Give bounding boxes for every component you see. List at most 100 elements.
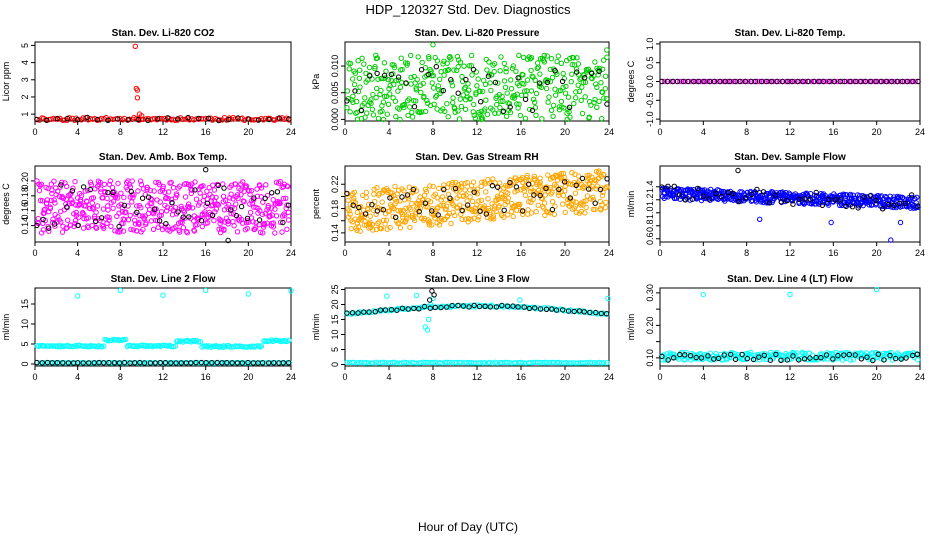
data-point [591, 360, 598, 366]
data-point [883, 78, 890, 85]
data-point [571, 308, 577, 315]
data-point [423, 359, 429, 366]
data-point [820, 78, 827, 85]
data-point [134, 87, 141, 93]
data-point [35, 219, 41, 226]
data-point [344, 105, 350, 111]
data-point [349, 219, 356, 225]
data-point [160, 292, 166, 298]
data-point [823, 352, 830, 358]
data-point [423, 108, 429, 115]
data-point [482, 81, 489, 88]
data-point [440, 87, 446, 94]
data-point [259, 211, 266, 218]
data-point [231, 223, 237, 229]
data-point [98, 186, 104, 192]
data-point [401, 188, 407, 194]
data-point [188, 360, 194, 366]
data-point [136, 219, 142, 226]
data-point [594, 84, 600, 91]
data-point [787, 291, 793, 298]
data-point [556, 359, 562, 366]
data-point [717, 78, 723, 85]
data-point [64, 225, 70, 231]
data-point [823, 78, 829, 85]
data-point [285, 209, 292, 216]
data-point [531, 192, 537, 198]
data-point [271, 360, 277, 366]
data-point [543, 85, 550, 92]
data-point [599, 115, 605, 122]
data-point [192, 179, 198, 185]
data-point [240, 179, 246, 185]
data-point [177, 183, 183, 189]
data-point [469, 198, 476, 205]
data-point [752, 78, 759, 85]
y-tick-label: 1 [20, 112, 30, 117]
data-point [541, 52, 547, 59]
data-point [580, 185, 586, 192]
data-point [524, 175, 530, 181]
x-tick-label: 8 [430, 248, 435, 258]
data-point [588, 102, 594, 108]
data-point [560, 84, 566, 91]
data-point [385, 77, 392, 83]
data-point [145, 194, 152, 200]
data-point [39, 198, 46, 204]
data-point [888, 349, 894, 356]
panel-title: Stan. Dev. Line 4 (LT) Flow [727, 274, 853, 285]
data-point [511, 95, 518, 101]
data-point [535, 202, 541, 208]
data-point [532, 305, 538, 311]
data-point [887, 193, 893, 200]
data-point [52, 200, 58, 206]
data-point [230, 211, 237, 217]
y-axis-label: Licor ppm [1, 62, 11, 102]
data-point [232, 181, 239, 187]
data-point [897, 219, 904, 226]
data-point [551, 359, 557, 366]
data-point [585, 66, 592, 73]
data-point [482, 303, 488, 309]
data-point [537, 179, 543, 186]
data-point [107, 178, 114, 184]
data-point [834, 78, 840, 85]
data-point [706, 78, 713, 85]
data-point [198, 218, 205, 224]
data-point [42, 360, 48, 366]
data-point [604, 101, 610, 107]
data-point [873, 78, 879, 85]
data-point [60, 360, 66, 366]
data-point [386, 208, 393, 214]
data-point [567, 195, 573, 201]
data-point [515, 75, 521, 81]
data-point [34, 222, 40, 229]
data-point [487, 80, 493, 86]
data-point [407, 224, 413, 231]
data-point [383, 217, 390, 223]
data-point [713, 190, 719, 197]
data-point [82, 360, 89, 366]
data-point [380, 207, 386, 213]
data-point [877, 194, 884, 200]
data-point [504, 303, 511, 309]
data-point [856, 195, 862, 202]
x-tick-label: 16 [516, 127, 526, 137]
x-tick-label: 16 [828, 127, 838, 137]
data-point [528, 55, 535, 61]
data-point [105, 338, 111, 344]
data-point [80, 225, 87, 231]
data-point [134, 95, 141, 101]
data-point [244, 225, 250, 232]
x-tick-label: 16 [201, 372, 211, 382]
data-point [116, 360, 123, 366]
data-point [357, 228, 363, 234]
data-point [779, 78, 786, 85]
data-point [494, 101, 500, 108]
data-point [80, 184, 87, 190]
data-point [251, 195, 257, 201]
data-point [732, 356, 739, 362]
y-tick-label: 0.8 [645, 220, 655, 233]
data-point [497, 104, 503, 111]
data-point [367, 73, 373, 79]
